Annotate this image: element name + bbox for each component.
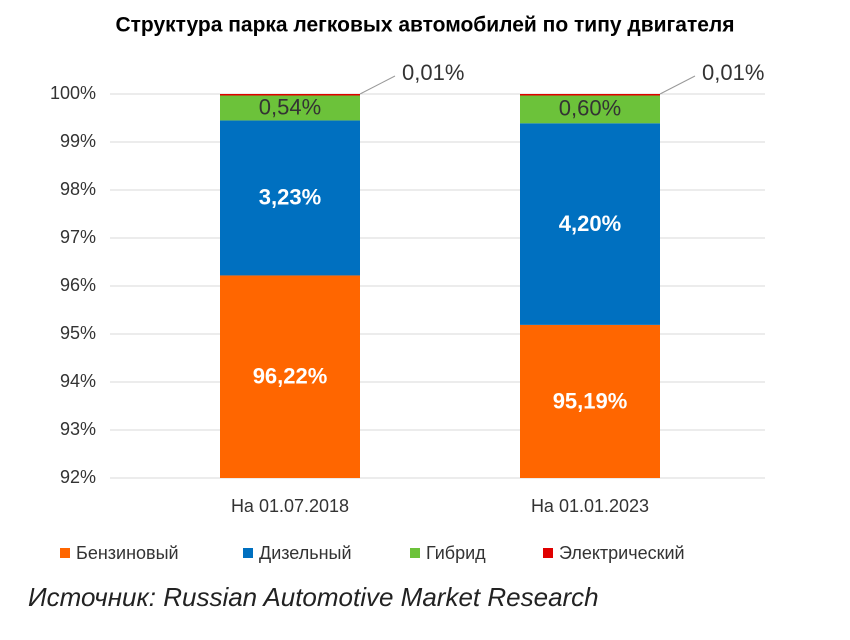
- legend-label: Электрический: [559, 543, 685, 563]
- bar-segment: [520, 94, 660, 124]
- data-label: 95,19%: [553, 388, 628, 413]
- x-tick-label: На 01.07.2018: [231, 496, 349, 516]
- y-tick-label: 100%: [50, 83, 96, 103]
- data-label: 0,60%: [559, 96, 621, 121]
- legend-swatch: [60, 548, 70, 558]
- legend-label: Гибрид: [426, 543, 486, 563]
- y-tick-label: 94%: [60, 371, 96, 391]
- y-tick-label: 93%: [60, 419, 96, 439]
- bar-segment: [520, 123, 660, 325]
- y-tick-label: 92%: [60, 467, 96, 487]
- data-label: 0,01%: [702, 60, 764, 85]
- legend-swatch: [410, 548, 420, 558]
- y-tick-label: 95%: [60, 323, 96, 343]
- data-label: 0,54%: [259, 94, 321, 119]
- x-tick-label: На 01.01.2023: [531, 496, 649, 516]
- bar-segment: [520, 324, 660, 478]
- y-tick-label: 98%: [60, 179, 96, 199]
- legend-swatch: [243, 548, 253, 558]
- leader-line: [659, 75, 696, 95]
- legend-label: Дизельный: [259, 543, 352, 563]
- legend-label: Бензиновый: [76, 543, 179, 563]
- y-tick-label: 96%: [60, 275, 96, 295]
- chart-title: Структура парка легковых автомобилей по …: [115, 14, 734, 37]
- data-label: 3,23%: [259, 185, 321, 210]
- bar-segment: [220, 94, 360, 96]
- bar-segment: [220, 275, 360, 478]
- bar-segment: [520, 94, 660, 96]
- source: Источник: Russian Automotive Market Rese…: [28, 582, 599, 612]
- y-tick-label: 99%: [60, 131, 96, 151]
- y-tick-label: 97%: [60, 227, 96, 247]
- data-label: 0,01%: [402, 60, 464, 85]
- data-label: 96,22%: [253, 364, 328, 389]
- bar-segment: [220, 120, 360, 276]
- legend-swatch: [543, 548, 553, 558]
- bar-segment: [220, 94, 360, 121]
- data-label: 4,20%: [559, 211, 621, 236]
- leader-line: [359, 75, 396, 95]
